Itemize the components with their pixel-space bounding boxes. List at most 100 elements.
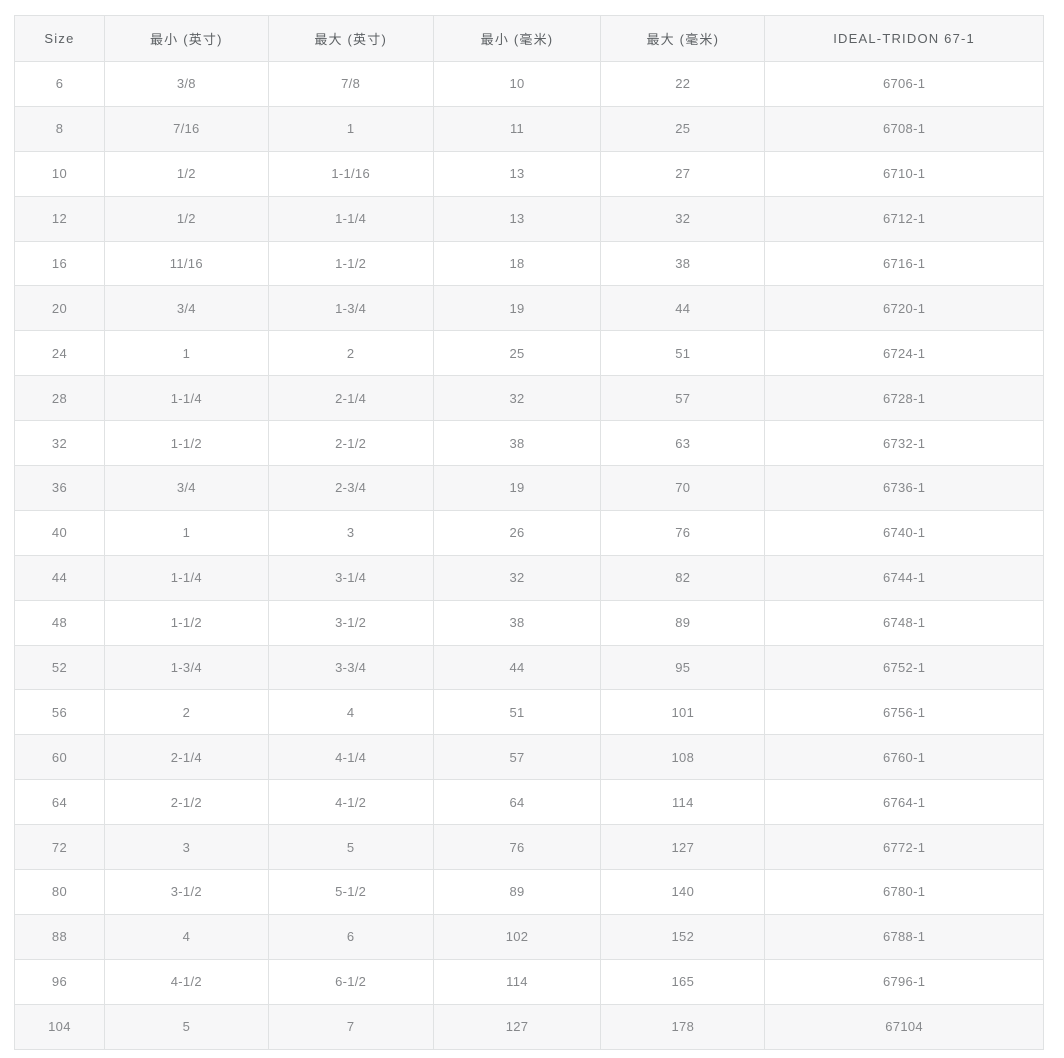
table-cell: 13 xyxy=(432,150,602,197)
table-cell: 3-1/2 xyxy=(267,599,434,646)
column-header: 最大 (毫米) xyxy=(600,15,766,62)
table-row: 48 1-1/2 3-1/2 38 89 6748-1 xyxy=(14,599,1044,646)
table-cell: 76 xyxy=(600,509,766,556)
table-cell: 1-1/4 xyxy=(103,554,269,601)
table-cell: 6720-1 xyxy=(764,285,1044,332)
table-row: 8 7/16 1 11 25 6708-1 xyxy=(14,105,1044,152)
table-cell: 3 xyxy=(103,824,269,871)
table-cell: 5-1/2 xyxy=(267,869,434,915)
table-cell: 32 xyxy=(14,420,105,467)
table-row: 52 1-3/4 3-3/4 44 95 6752-1 xyxy=(14,644,1044,691)
table-cell: 18 xyxy=(432,240,602,287)
table-cell: 4-1/2 xyxy=(267,779,434,826)
table-cell: 48 xyxy=(14,599,105,646)
table-cell: 6-1/2 xyxy=(267,958,434,1005)
table-cell: 19 xyxy=(432,285,602,332)
table-cell: 40 xyxy=(14,509,105,556)
table-cell: 3-3/4 xyxy=(267,644,434,691)
table-cell: 2 xyxy=(103,689,269,736)
table-cell: 6752-1 xyxy=(764,644,1044,691)
table-cell: 2-1/2 xyxy=(103,779,269,826)
table-row: 36 3/4 2-3/4 19 70 6736-1 xyxy=(14,465,1044,511)
table-cell: 6706-1 xyxy=(764,61,1044,107)
table-cell: 1-1/4 xyxy=(103,375,269,422)
table-cell: 6748-1 xyxy=(764,599,1044,646)
table-cell: 6756-1 xyxy=(764,689,1044,736)
table-cell: 1-3/4 xyxy=(103,644,269,691)
table-cell: 22 xyxy=(600,61,766,107)
table-row: 64 2-1/2 4-1/2 64 114 6764-1 xyxy=(14,779,1044,826)
table-cell: 82 xyxy=(600,554,766,601)
table-cell: 6764-1 xyxy=(764,779,1044,826)
table-cell: 12 xyxy=(14,195,105,242)
table-row: 28 1-1/4 2-1/4 32 57 6728-1 xyxy=(14,375,1044,422)
table-cell: 6 xyxy=(267,913,434,960)
table-cell: 10 xyxy=(14,150,105,197)
table-cell: 3/4 xyxy=(103,465,269,511)
table-cell: 6736-1 xyxy=(764,465,1044,511)
table-cell: 4-1/4 xyxy=(267,734,434,781)
table-cell: 80 xyxy=(14,869,105,915)
table-cell: 2-3/4 xyxy=(267,465,434,511)
table-cell: 2-1/4 xyxy=(103,734,269,781)
table-cell: 1 xyxy=(103,330,269,377)
table-header-row: Size 最小 (英寸) 最大 (英寸) 最小 (毫米) 最大 (毫米) IDEAL-TR… xyxy=(14,15,1044,62)
table-cell: 152 xyxy=(600,913,766,960)
table-cell: 165 xyxy=(600,958,766,1005)
table-cell: 1-3/4 xyxy=(267,285,434,332)
table-cell: 178 xyxy=(600,1003,766,1050)
table-cell: 44 xyxy=(14,554,105,601)
table-cell: 2 xyxy=(267,330,434,377)
table-cell: 57 xyxy=(432,734,602,781)
table-cell: 64 xyxy=(432,779,602,826)
column-header: Size xyxy=(14,15,105,62)
table-cell: 6728-1 xyxy=(764,375,1044,422)
table-cell: 11/16 xyxy=(103,240,269,287)
table-cell: 6716-1 xyxy=(764,240,1044,287)
table-cell: 4-1/2 xyxy=(103,958,269,1005)
table-cell: 2-1/2 xyxy=(267,420,434,467)
table-cell: 57 xyxy=(600,375,766,422)
table-cell: 127 xyxy=(432,1003,602,1050)
column-header: IDEAL-TRIDON 67-1 xyxy=(764,15,1044,62)
table-cell: 114 xyxy=(600,779,766,826)
table-cell: 6740-1 xyxy=(764,509,1044,556)
table-cell: 6744-1 xyxy=(764,554,1044,601)
table-cell: 6724-1 xyxy=(764,330,1044,377)
table-cell: 1/2 xyxy=(103,150,269,197)
table-cell: 25 xyxy=(432,330,602,377)
table-cell: 114 xyxy=(432,958,602,1005)
table-cell: 89 xyxy=(600,599,766,646)
table-row: 88 4 6 102 152 6788-1 xyxy=(14,913,1044,960)
table-cell: 11 xyxy=(432,105,602,152)
table-cell: 20 xyxy=(14,285,105,332)
column-header: 最大 (英寸) xyxy=(267,15,434,62)
table-cell: 102 xyxy=(432,913,602,960)
table-row: 44 1-1/4 3-1/4 32 82 6744-1 xyxy=(14,554,1044,601)
table-cell: 70 xyxy=(600,465,766,511)
table-row: 72 3 5 76 127 6772-1 xyxy=(14,824,1044,871)
table-cell: 140 xyxy=(600,869,766,915)
table-cell: 64 xyxy=(14,779,105,826)
table-cell: 5 xyxy=(267,824,434,871)
table-cell: 6732-1 xyxy=(764,420,1044,467)
table-cell: 10 xyxy=(432,61,602,107)
table-cell: 7/16 xyxy=(103,105,269,152)
clamp-size-spec-table: Size 最小 (英寸) 最大 (英寸) 最小 (毫米) 最大 (毫米) IDEAL-TR… xyxy=(14,15,1044,1050)
table-cell: 44 xyxy=(432,644,602,691)
table-cell: 7 xyxy=(267,1003,434,1050)
table-cell: 56 xyxy=(14,689,105,736)
table-cell: 1/2 xyxy=(103,195,269,242)
table-cell: 32 xyxy=(432,554,602,601)
table-cell: 72 xyxy=(14,824,105,871)
table-body: 6 3/8 7/8 10 22 6706-1 8 7/16 1 11 25 6708-1 10 1/2 1-… xyxy=(14,61,1044,1050)
table-cell: 1 xyxy=(103,509,269,556)
table-cell: 1-1/2 xyxy=(103,420,269,467)
table-cell: 3 xyxy=(267,509,434,556)
table-cell: 24 xyxy=(14,330,105,377)
table-cell: 38 xyxy=(432,599,602,646)
table-row: 80 3-1/2 5-1/2 89 140 6780-1 xyxy=(14,869,1044,915)
table-cell: 28 xyxy=(14,375,105,422)
table-cell: 27 xyxy=(600,150,766,197)
